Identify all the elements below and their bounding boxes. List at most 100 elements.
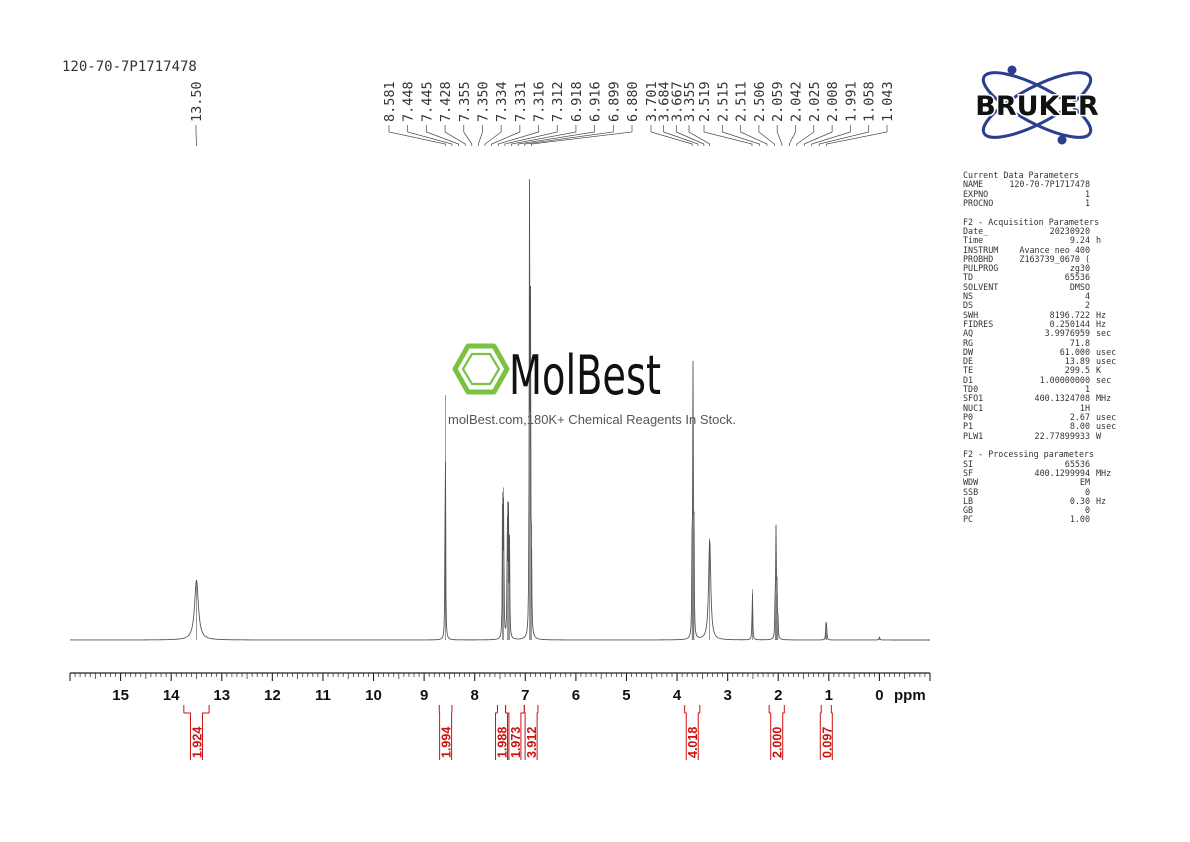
param-key: EXPNO: [963, 188, 989, 199]
peak-labels: 13.50 8.581 7.448 7.445 7.428 7.355 7.350 7.334…: [189, 81, 896, 146]
param-value: EM: [1079, 477, 1090, 488]
param-row: SI 65536: [963, 459, 1113, 469]
param-unit: MHz: [1096, 467, 1112, 478]
x-tick-label: 9: [420, 687, 428, 704]
peak-leader: [675, 125, 705, 146]
x-tick-label: 3: [723, 687, 731, 704]
param-row: NAME 120-70-7P1717478: [963, 179, 1113, 190]
param-key: TD: [963, 272, 974, 283]
integral-bracket: [438, 705, 453, 760]
param-key: SOLVENT: [963, 281, 999, 292]
peak-marks: [196, 201, 880, 640]
param-key: P1: [963, 421, 974, 432]
peak-leader: [484, 125, 502, 146]
peak-leader: [703, 125, 753, 146]
param-value: 22.77899933: [1034, 430, 1090, 441]
param-value: 0.30: [1069, 495, 1090, 506]
param-row: TE 299.5 K: [963, 365, 1113, 376]
param-key: DE: [963, 356, 974, 367]
x-tick-label: 12: [264, 687, 281, 704]
peak-leader: [740, 125, 768, 146]
peak-label: 6.918: [569, 81, 585, 122]
param-row: PLW1 22.77899933 W: [963, 430, 1113, 441]
x-tick-label: 11: [315, 687, 331, 704]
param-row: FIDRES 0.250144 Hz: [963, 319, 1113, 329]
x-tick-label: 5: [622, 687, 630, 704]
param-key: SSB: [963, 486, 979, 497]
x-tick-label: 0: [875, 687, 883, 704]
integral-value: 1.924: [190, 727, 204, 758]
param-row: EXPNO 1: [963, 188, 1113, 199]
peak-label: 7.334: [494, 81, 510, 122]
x-axis-ticks: 15 14 13 12 11 10 9 8 7 6 5 4 3 2 1 0: [69, 673, 931, 704]
peak-label: 7.355: [457, 81, 473, 122]
peak-leader: [491, 125, 521, 146]
peak-leader: [758, 125, 775, 146]
param-value: 1: [1084, 384, 1090, 395]
param-key: PROCNO: [963, 197, 994, 208]
param-row: WDW EM: [963, 477, 1113, 488]
param-section-title: F2 - Processing parameters: [963, 449, 1095, 460]
x-tick-label: 15: [112, 687, 129, 704]
peak-label: 7.428: [438, 81, 454, 122]
peak-leader: [826, 125, 888, 146]
peak-leader: [504, 125, 558, 146]
peak-leader: [407, 125, 453, 146]
peak-label: 1.991: [843, 81, 859, 122]
peak-leader: [524, 125, 614, 146]
param-row: RG 71.8: [963, 337, 1113, 348]
peak-leader: [497, 125, 539, 146]
acquisition-parameters-panel: Current Data Parameters NAME 120-70-7P1717…: [963, 170, 1117, 525]
param-value: 3.9976959: [1044, 328, 1090, 339]
peak-label: 2.515: [715, 81, 731, 122]
param-row: Date_ 20230920: [963, 225, 1113, 236]
param-value: 61.000: [1059, 346, 1090, 357]
integral-value: 1.988: [496, 727, 510, 758]
param-row: NS 4: [963, 291, 1113, 301]
param-key: RG: [963, 337, 974, 348]
param-row: DW 61.000 usec: [963, 346, 1117, 357]
param-unit: K: [1096, 365, 1102, 376]
param-row: PROCNO 1: [963, 197, 1113, 208]
param-key: NAME: [963, 179, 984, 190]
param-key: LB: [963, 495, 974, 506]
x-tick-label: 8: [471, 687, 479, 704]
param-value: 0: [1084, 505, 1090, 516]
param-key: PC: [963, 514, 974, 525]
param-value: Z163739_0670 (: [1019, 253, 1090, 264]
bruker-dot-icon: [1057, 135, 1067, 145]
param-key: SWH: [963, 309, 979, 320]
integral-bracket: [523, 705, 539, 760]
param-key: Time: [963, 235, 984, 246]
peak-leader: [511, 125, 577, 146]
param-unit: MHz: [1096, 393, 1112, 404]
param-value: 9.24: [1069, 235, 1090, 246]
sample-id: 120-70-7P1717478: [62, 59, 197, 75]
param-row: SSB 0: [963, 486, 1113, 497]
benzene-ring-icon: [452, 343, 510, 395]
param-value: 2.67: [1069, 411, 1090, 422]
peak-label: 13.50: [189, 81, 205, 122]
param-unit: W: [1096, 430, 1102, 441]
param-value: 65536: [1064, 272, 1090, 283]
peak-leader: [531, 125, 633, 146]
param-row: INSTRUM Avance neo 400: [963, 244, 1113, 255]
param-unit: usec: [1096, 411, 1117, 422]
peak-label: 7.350: [475, 81, 491, 122]
integral-bracket: [768, 705, 785, 760]
peak-label: 6.880: [625, 81, 641, 122]
param-row: GB 0: [963, 505, 1113, 516]
param-row: SOLVENT DMSO: [963, 281, 1113, 292]
param-row: D1 1.00000000 sec: [963, 375, 1113, 385]
peak-label: 3.355: [682, 81, 698, 122]
param-row: Time 9.24 h: [963, 235, 1113, 246]
param-unit: usec: [1096, 346, 1117, 357]
param-key: GB: [963, 505, 974, 516]
param-value: 120-70-7P1717478: [1009, 179, 1090, 190]
param-key: Date_: [963, 225, 989, 236]
peak-label: 1.043: [880, 81, 896, 122]
peak-leader: [788, 125, 796, 146]
param-key: INSTRUM: [963, 244, 999, 255]
param-key: TD0: [963, 384, 979, 395]
